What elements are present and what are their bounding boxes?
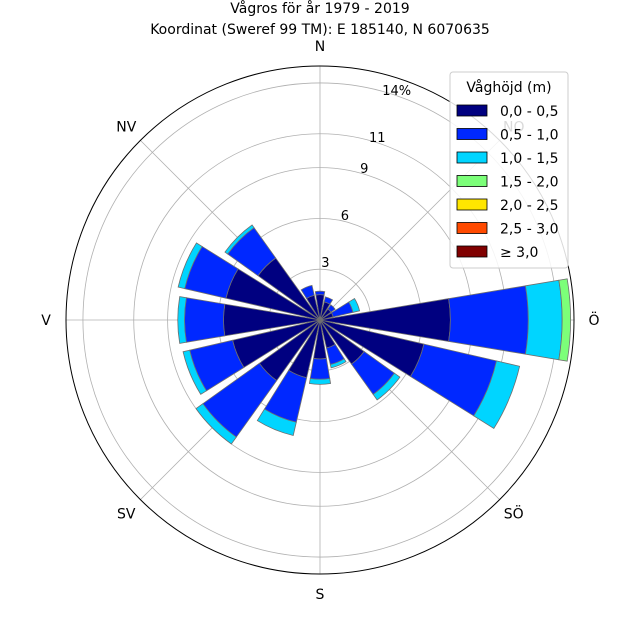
bar-N-2 [314, 290, 326, 296]
bar-group [177, 224, 571, 445]
bar-Ö-2 [448, 285, 529, 355]
legend-label: 0,5 - 1,0 [500, 128, 558, 144]
bar-SSO-3 [329, 358, 347, 369]
direction-label-Ö: Ö [588, 311, 599, 329]
legend-swatch [456, 198, 488, 211]
direction-label-V: V [41, 313, 51, 329]
radial-tick-label: 14% [382, 84, 411, 99]
legend-label: ≥ 3,0 [500, 245, 538, 261]
outer-ring [65, 65, 575, 575]
legend-label: 2,5 - 3,0 [500, 222, 558, 238]
bar-OSO-3 [473, 360, 521, 429]
legend-frame [449, 71, 569, 269]
radial-tick-label: 9 [360, 162, 368, 177]
legend-label: 0,0 - 0,5 [500, 104, 558, 120]
legend-items: 0,0 - 0,5 0,5 - 1,0 1,0 - 1,5 1,5 - 2,0 2,0 … [456, 104, 558, 261]
bar-SÖ-3 [372, 372, 401, 401]
legend-swatch [456, 175, 488, 187]
bar-ONO-3 [348, 297, 361, 313]
direction-label-SÖ: SÖ [504, 505, 524, 523]
bar-NNV-2 [300, 284, 315, 299]
bar-Ö-3 [524, 279, 563, 361]
bar-V-2 [184, 297, 226, 343]
radial-tick-label: 3 [321, 256, 329, 271]
bar-NO-2 [327, 304, 336, 313]
radial-tick-labels: 3 6 9 11 14% [321, 84, 411, 271]
radial-tick-label: 11 [369, 131, 386, 146]
bar-NV-3 [224, 224, 255, 255]
bar-S-3 [308, 378, 332, 385]
bar-V-3 [177, 296, 187, 344]
legend-swatch [456, 104, 488, 117]
legend-swatch [456, 151, 488, 164]
direction-label-SV: SV [117, 507, 136, 523]
legend: Våghöjd (m) 0,0 - 0,5 0,5 - 1,0 1,0 - 1,5 1… [449, 71, 569, 269]
bar-NNO-2 [323, 296, 334, 305]
legend-swatch [456, 245, 488, 258]
legend-title: Våghöjd (m) [466, 79, 551, 96]
chart-title: Vågros för år 1979 - 2019 [230, 0, 409, 17]
direction-label-NV: NV [116, 119, 136, 135]
legend-swatch [456, 128, 488, 140]
bar-Ö-4 [558, 278, 571, 362]
bar-VNV-3 [177, 242, 203, 290]
radial-tick-label: 6 [341, 209, 349, 224]
legend-label: 2,0 - 2,5 [500, 198, 558, 214]
legend-swatch [456, 222, 488, 234]
bar-SSV-3 [256, 408, 297, 436]
bar-S-2 [309, 357, 331, 380]
direction-label-S: S [316, 587, 325, 603]
bar-SV-3 [195, 403, 237, 445]
chart-subtitle: Koordinat (Sweref 99 TM): E 185140, N 60… [150, 22, 490, 38]
legend-label: 1,5 - 2,0 [500, 175, 558, 191]
legend-label: 1,0 - 1,5 [500, 151, 558, 167]
direction-label-N: N [315, 39, 325, 55]
bar-VSV-3 [182, 349, 208, 395]
